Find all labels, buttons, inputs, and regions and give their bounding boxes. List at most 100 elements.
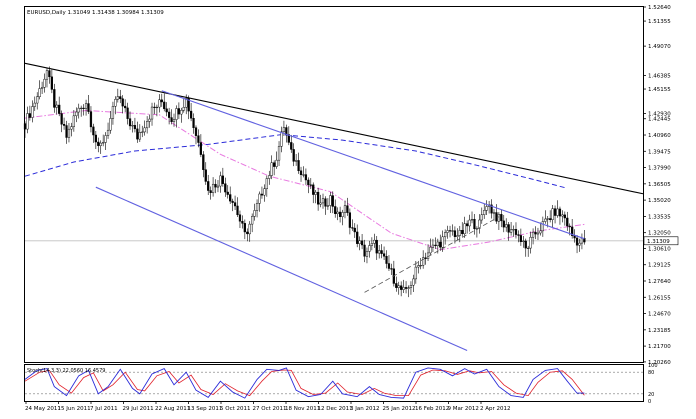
x-tick-label: 18 Nov 2011 [285, 406, 320, 412]
candle [290, 134, 293, 153]
candle-body [224, 183, 227, 193]
y-tick-label: 1.23185 [648, 328, 671, 334]
y-tick-label: 1.45155 [648, 87, 671, 93]
candle-body [60, 113, 63, 125]
x-tick-label: 16 Feb 2012 [415, 406, 449, 412]
candle-body [414, 266, 417, 280]
candle-body [292, 149, 295, 162]
candle-body [40, 87, 44, 89]
candle [33, 96, 36, 111]
candle-body [512, 229, 515, 231]
candle [295, 154, 298, 166]
candle-body [517, 234, 520, 236]
candle-body [211, 183, 215, 193]
candle [146, 116, 149, 134]
candle-body [177, 108, 181, 115]
candle-body [167, 111, 171, 118]
candle [248, 221, 251, 242]
candle [556, 200, 559, 218]
candle [26, 106, 29, 134]
candle [155, 104, 159, 117]
candle [553, 205, 557, 224]
candle [214, 179, 217, 194]
candle-body [309, 184, 312, 186]
candle [192, 113, 195, 134]
candle [336, 207, 339, 221]
moving-average-fast [24, 109, 585, 251]
candle-body [58, 104, 61, 114]
candle [473, 214, 476, 235]
candle [207, 174, 210, 196]
candle [40, 81, 44, 95]
candle-body [536, 232, 540, 235]
candle [199, 134, 202, 158]
candle-body [466, 223, 469, 227]
candle-body [351, 227, 354, 229]
candle-body [255, 203, 259, 211]
oscillator-axis-label: 0 [648, 399, 651, 405]
candle [480, 207, 483, 224]
candle [302, 166, 305, 178]
candle-body [53, 89, 56, 108]
candle [512, 225, 515, 237]
candle-body [316, 191, 320, 205]
candle [167, 107, 171, 125]
candle-body [558, 208, 562, 217]
candle [136, 121, 139, 143]
candle [360, 233, 364, 250]
candle [263, 184, 266, 202]
candle [67, 123, 71, 143]
candle-body [194, 127, 198, 136]
candle [121, 95, 124, 114]
candles [23, 66, 586, 298]
candle-body [80, 107, 83, 109]
candle-body [387, 263, 391, 269]
candle-body [463, 223, 466, 235]
candle-body [258, 193, 261, 204]
candle-body [324, 198, 327, 207]
candle [106, 122, 110, 139]
candle [224, 177, 227, 197]
candle [536, 227, 540, 240]
y-tick-label: 1.29125 [648, 263, 671, 269]
candle-body [260, 193, 264, 196]
candle [133, 117, 137, 133]
candle-body [33, 102, 36, 107]
y-tick-label: 1.30610 [648, 246, 671, 252]
candle-body [124, 105, 127, 109]
candle-body [514, 229, 518, 235]
candle [397, 281, 400, 295]
symbol-label: EURUSD,Daily 1.31049 1.31438 1.30984 1.3… [27, 10, 164, 16]
candle [251, 213, 254, 233]
candle [380, 244, 383, 259]
candle [444, 229, 447, 245]
candle-body [461, 229, 464, 235]
candle [109, 110, 112, 134]
candle-body [314, 191, 317, 195]
candle [571, 219, 574, 239]
candle-body [356, 231, 359, 244]
y-tick-label: 1.42445 [648, 117, 671, 123]
oscillator-axis-label: 100 [648, 363, 658, 369]
candle [116, 88, 119, 103]
candle-body [534, 231, 537, 235]
candle-body [448, 230, 452, 232]
x-tick-label: 24 May 2011 [25, 406, 61, 412]
candle [309, 178, 312, 190]
candle [578, 238, 581, 252]
candle [31, 100, 34, 123]
candle-body [575, 237, 579, 246]
candle [429, 238, 432, 256]
candle [382, 246, 386, 261]
candle-body [566, 217, 569, 227]
x-tick-label: 12 Dec 2011 [318, 406, 353, 412]
candle [346, 197, 349, 216]
candle-body [473, 218, 476, 230]
candle-body [263, 188, 266, 196]
candle-body [172, 119, 176, 122]
candle-body [556, 208, 559, 216]
candle-body [165, 108, 168, 113]
trend-line-channel-lower [95, 186, 468, 351]
candle [148, 114, 151, 128]
